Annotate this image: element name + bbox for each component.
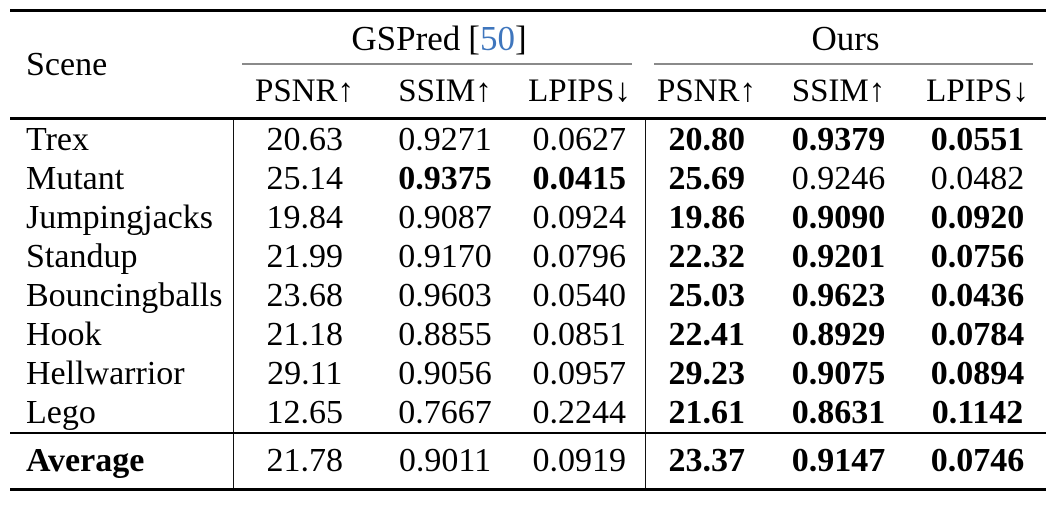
ours-ssim-value: 0.9379 — [791, 121, 886, 158]
gspred-lpips-average: 0.0919 — [514, 432, 645, 490]
gspred-psnr-value: 25.14 — [232, 159, 376, 198]
gspred-lpips-header: LPIPS↓ — [514, 65, 645, 120]
gspred-group-header: GSPred [50] — [233, 11, 645, 66]
gspred-lpips-value: 0.2244 — [532, 394, 627, 431]
ours-ssim-value: 0.9246 — [791, 160, 886, 197]
ours-psnr-value: 19.86 — [644, 198, 768, 237]
table-row-hook: Hook 21.18 0.8855 0.0851 22.41 0.8929 0.… — [10, 315, 1046, 354]
gspred-psnr-value: 29.11 — [232, 354, 376, 393]
gspred-psnr-value: 23.68 — [232, 276, 376, 315]
table-row-lego: Lego 12.65 0.7667 0.2244 21.61 0.8631 0.… — [10, 393, 1046, 433]
gspred-psnr-value: 21.18 — [232, 315, 376, 354]
results-table: Scene GSPred [50] Ours PSNR↑ SSIM↑ LPIPS↓… — [10, 9, 1046, 491]
ours-ssim-value: 0.8929 — [791, 316, 886, 353]
citation-bracket-close: ] — [514, 18, 527, 58]
ours-psnr-value: 25.03 — [644, 276, 768, 315]
gspred-psnr-header: PSNR↑ — [233, 65, 376, 120]
gspred-method-name: GSPred — [351, 18, 461, 58]
ours-psnr-value: 21.61 — [644, 393, 768, 433]
scene-name: Trex — [26, 121, 89, 158]
ours-psnr-value: 20.80 — [644, 118, 768, 159]
ours-lpips-value: 0.0894 — [930, 355, 1025, 392]
ours-lpips-value: 0.1142 — [931, 394, 1024, 431]
ours-lpips-average: 0.0746 — [909, 432, 1046, 490]
scene-column-header: Scene — [10, 10, 233, 120]
scene-name: Bouncingballs — [26, 277, 223, 314]
ours-lpips-value: 0.0551 — [930, 121, 1025, 158]
ours-ssim-value: 0.9090 — [791, 199, 886, 236]
gspred-psnr-value: 12.65 — [232, 393, 376, 433]
gspred-ssim-value: 0.9170 — [398, 238, 492, 275]
gspred-lpips-value: 0.0540 — [532, 277, 627, 314]
gspred-ssim-value: 0.8855 — [398, 316, 492, 353]
table-row-mutant: Mutant 25.14 0.9375 0.0415 25.69 0.9246 … — [10, 159, 1046, 198]
gspred-psnr-value: 20.63 — [232, 118, 376, 159]
table-row-average: Average 21.78 0.9011 0.0919 23.37 0.9147… — [10, 432, 1046, 490]
gspred-psnr-value: 19.84 — [232, 198, 376, 237]
ours-group-header: Ours — [645, 11, 1046, 66]
citation-bracket-open: [ — [468, 18, 480, 58]
gspred-ssim-value: 0.9603 — [398, 277, 492, 314]
ours-ssim-value: 0.9201 — [791, 238, 886, 275]
gspred-lpips-value: 0.0851 — [532, 316, 627, 353]
gspred-psnr-value: 21.99 — [232, 237, 376, 276]
header-group-row: Scene GSPred [50] Ours — [10, 10, 1046, 120]
ours-lpips-value: 0.0482 — [930, 160, 1025, 197]
ours-psnr-header: PSNR↑ — [645, 65, 768, 120]
ours-ssim-header: SSIM↑ — [768, 65, 909, 120]
ours-lpips-value: 0.0920 — [930, 199, 1025, 236]
ours-lpips-header: LPIPS↓ — [909, 65, 1046, 120]
scene-name: Standup — [26, 238, 138, 275]
gspred-lpips-value: 0.0924 — [532, 199, 627, 236]
ours-ssim-value: 0.9623 — [791, 277, 886, 314]
gspred-ssim-value: 0.9271 — [398, 121, 492, 158]
gspred-ssim-value: 0.7667 — [398, 394, 492, 431]
table-row-trex: Trex 20.63 0.9271 0.0627 20.80 0.9379 0.… — [10, 118, 1046, 159]
gspred-ssim-header: SSIM↑ — [376, 65, 514, 120]
gspred-ssim-value: 0.9056 — [398, 355, 492, 392]
table-row-jumpingjacks: Jumpingjacks 19.84 0.9087 0.0924 19.86 0… — [10, 198, 1046, 237]
scene-name: Mutant — [26, 160, 125, 197]
ours-ssim-value: 0.9075 — [791, 355, 886, 392]
ours-psnr-value: 25.69 — [644, 159, 768, 198]
scene-name: Hellwarrior — [26, 355, 185, 392]
citation-link-50[interactable]: 50 — [479, 18, 515, 58]
gspred-lpips-value: 0.0796 — [532, 238, 627, 275]
header-metric-row: PSNR↑ SSIM↑ LPIPS↓ PSNR↑ SSIM↑ LPIPS↓ — [10, 65, 1046, 120]
gspred-ssim-value: 0.9087 — [398, 199, 492, 236]
table-row-bouncingballs: Bouncingballs 23.68 0.9603 0.0540 25.03 … — [10, 276, 1046, 315]
ours-lpips-value: 0.0784 — [930, 316, 1025, 353]
ours-psnr-value: 22.32 — [644, 237, 768, 276]
ours-lpips-value: 0.0436 — [930, 277, 1025, 314]
gspred-lpips-value: 0.0627 — [532, 121, 627, 158]
scene-name: Hook — [26, 316, 102, 353]
gspred-ssim-value: 0.9375 — [398, 160, 492, 197]
table-row-standup: Standup 21.99 0.9170 0.0796 22.32 0.9201… — [10, 237, 1046, 276]
ours-psnr-value: 29.23 — [644, 354, 768, 393]
gspred-psnr-average: 21.78 — [232, 432, 376, 490]
gspred-lpips-value: 0.0415 — [532, 160, 627, 197]
ours-lpips-value: 0.0756 — [930, 238, 1025, 275]
ours-ssim-value: 0.8631 — [791, 394, 886, 431]
ours-psnr-value: 22.41 — [644, 315, 768, 354]
ours-psnr-average: 23.37 — [644, 432, 768, 490]
scene-name: Jumpingjacks — [26, 199, 213, 236]
ours-ssim-average: 0.9147 — [768, 432, 909, 490]
paper-results-table-figure: Scene GSPred [50] Ours PSNR↑ SSIM↑ LPIPS↓… — [10, 9, 1046, 491]
table-row-hellwarrior: Hellwarrior 29.11 0.9056 0.0957 29.23 0.… — [10, 354, 1046, 393]
gspred-ssim-average: 0.9011 — [376, 432, 514, 490]
average-label: Average — [10, 432, 233, 490]
gspred-lpips-value: 0.0957 — [532, 355, 627, 392]
scene-name: Lego — [26, 394, 96, 431]
